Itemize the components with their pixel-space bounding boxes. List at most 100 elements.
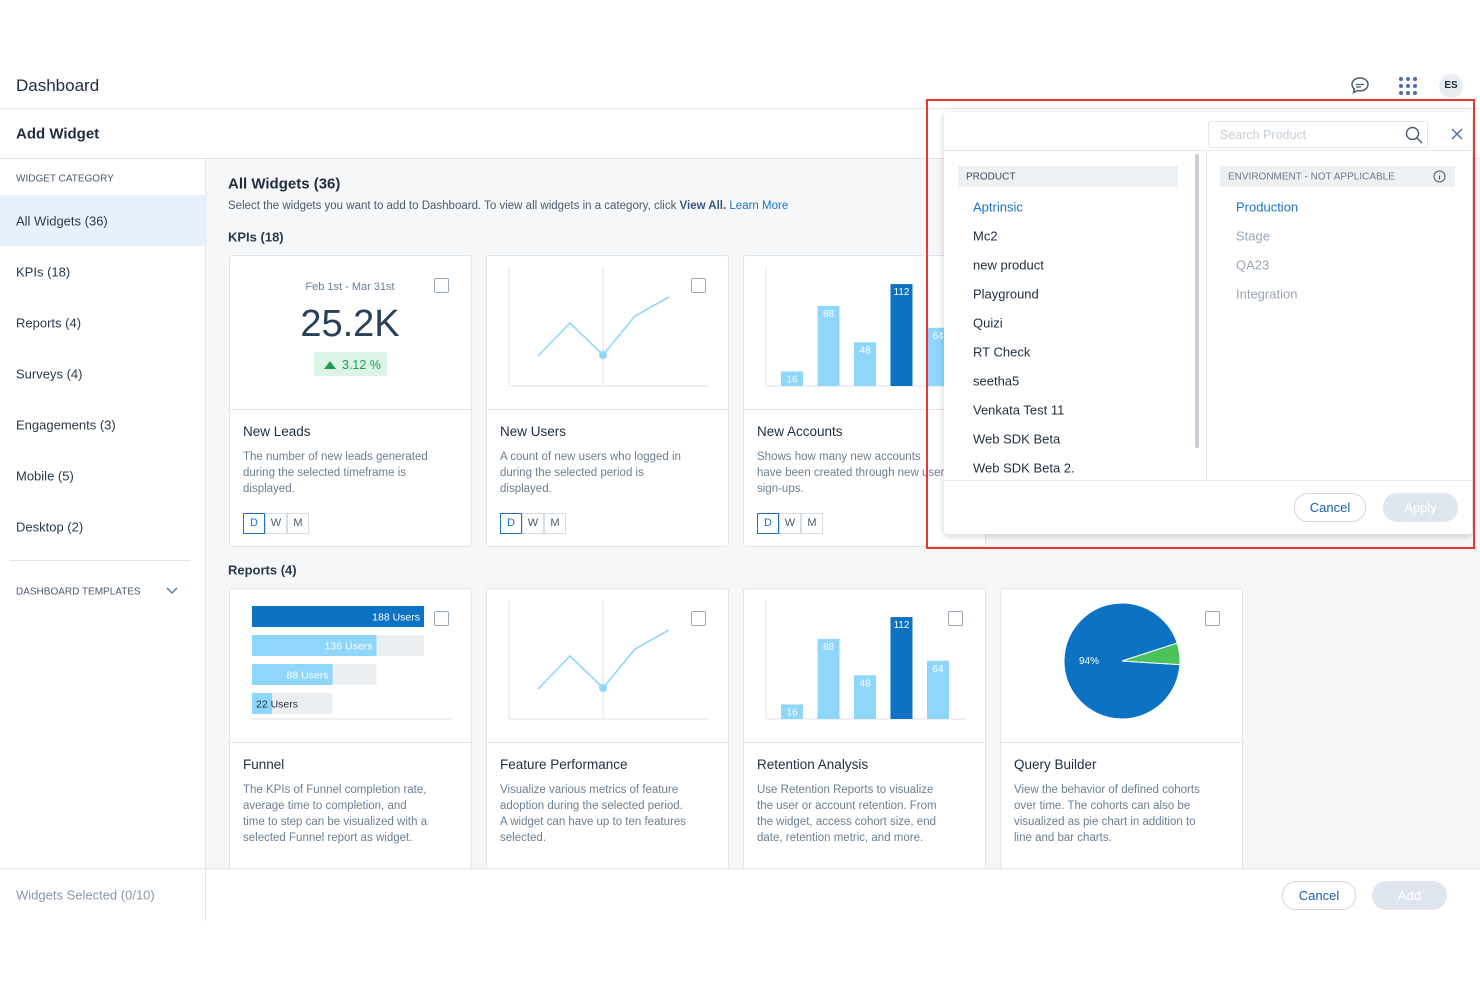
checkbox[interactable] — [434, 611, 449, 626]
period-toggle[interactable]: W — [522, 513, 544, 534]
funnel-bar — [252, 693, 273, 714]
widget-card[interactable]: 94% Query Builder View the behavior of def… — [1000, 588, 1243, 868]
card-description: Use Retention Reports to visualize the u… — [757, 784, 937, 844]
add-button[interactable]: Add — [1372, 881, 1447, 910]
environment-list: ENVIRONMENT - NOT APPLICABLE Production S… — [1220, 166, 1455, 366]
product-option[interactable]: new product — [973, 257, 1044, 273]
dropdown-apply[interactable]: Apply — [1383, 493, 1458, 522]
widget-card[interactable]: 16 88 48 112 64 Retention Analysis Use Retenti… — [743, 588, 986, 868]
info-icon[interactable] — [1433, 170, 1446, 183]
subheader-title: Add Widget — [16, 125, 100, 143]
category-item[interactable]: All Widgets (36) — [16, 213, 108, 229]
card-preview: 94% — [1001, 589, 1242, 743]
bar — [781, 371, 803, 386]
active-bg — [0, 195, 205, 246]
scrollbar[interactable] — [1195, 154, 1199, 448]
environment-option[interactable]: QA23 — [1236, 257, 1270, 273]
product-option[interactable]: RT Check — [973, 344, 1031, 360]
product-option[interactable]: seetha5 — [973, 373, 1020, 389]
cancel-button[interactable]: Cancel — [1282, 881, 1356, 910]
product-option[interactable]: Web SDK Beta 2. — [973, 460, 1075, 476]
highlight-box — [926, 99, 1475, 549]
widget-card[interactable]: New Users A count of new users who logged… — [486, 255, 729, 547]
product-option[interactable]: Playground — [973, 286, 1039, 302]
bar-label: 16 — [786, 707, 798, 718]
chevron — [166, 587, 178, 594]
templates-toggle[interactable]: DASHBOARD TEMPLATES — [16, 586, 141, 598]
category-item[interactable]: Desktop (2) — [16, 519, 84, 535]
category-item[interactable]: KPIs (18) — [16, 264, 71, 280]
point — [599, 684, 607, 692]
checkbox[interactable] — [691, 611, 706, 626]
widget-card[interactable]: Feature Performance Visualize various met… — [486, 588, 729, 868]
chat-lines — [1356, 83, 1364, 88]
bar — [927, 327, 949, 386]
environment-option[interactable]: Integration — [1236, 286, 1298, 302]
apps-icon[interactable] — [1396, 74, 1420, 98]
card-description: View the behavior of defined cohorts ove… — [1014, 784, 1200, 844]
card-preview — [487, 589, 728, 743]
env-heading: ENVIRONMENT - NOT APPLICABLE — [1228, 171, 1395, 183]
product-option[interactable]: Web SDK Beta — [973, 431, 1061, 447]
bar-label: 88 — [823, 642, 835, 653]
product-option[interactable]: Venkata Test 11 — [973, 402, 1065, 418]
avatar[interactable]: ES — [1439, 74, 1463, 98]
period-toggle[interactable]: D — [243, 513, 265, 534]
divider — [944, 480, 1472, 481]
category-item[interactable]: Reports (4) — [16, 315, 82, 331]
product-option[interactable]: Quizi — [973, 315, 1003, 331]
card-title: New Users — [500, 424, 567, 439]
period-toggle[interactable]: W — [779, 513, 801, 534]
environment-option[interactable]: Stage — [1236, 228, 1270, 244]
chat-icon[interactable] — [1348, 74, 1372, 98]
period-toggle[interactable]: W — [265, 513, 287, 534]
period-toggle[interactable]: M — [801, 513, 823, 534]
product-list: PRODUCT Aptrinsic Mc2 new product Playgroun… — [958, 166, 1178, 476]
card-preview: 16 88 48 112 64 — [744, 589, 985, 743]
apps-dots — [1399, 77, 1417, 95]
bar-label: 88 — [823, 309, 835, 320]
learn-more-link[interactable]: Learn More — [729, 200, 789, 212]
period-toggle[interactable]: D — [500, 513, 522, 534]
pie-slice — [1121, 642, 1181, 666]
product-option[interactable]: Mc2 — [973, 228, 998, 244]
card-preview: 188 Users 136 Users 88 Users 22 Users — [230, 589, 471, 743]
section-title: KPIs (18) — [228, 229, 284, 245]
category-item[interactable]: Surveys (4) — [16, 366, 83, 382]
divider — [0, 158, 1480, 159]
bar-label: 64 — [932, 331, 944, 342]
environment-option[interactable]: Production — [1236, 199, 1299, 215]
bar — [854, 675, 876, 719]
period-toggle[interactable]: D — [757, 513, 779, 534]
period-toggle[interactable]: M — [287, 513, 309, 534]
category-item[interactable]: Mobile (5) — [16, 468, 74, 484]
search-box[interactable]: Search Product — [1208, 121, 1428, 148]
funnel-track — [252, 693, 333, 714]
category-item[interactable]: Engagements (3) — [16, 417, 116, 433]
kpi-change: 3.12 % — [342, 358, 381, 372]
bar-label: 112 — [894, 287, 910, 298]
bar-label: 112 — [894, 620, 910, 631]
checkbox[interactable] — [434, 278, 449, 293]
view-all-link[interactable]: View All. — [679, 200, 727, 212]
checkbox[interactable] — [948, 611, 963, 626]
widget-card[interactable]: Feb 1st - Mar 31st 25.2K 3.12 % New Leads Th… — [229, 255, 472, 547]
checkbox[interactable] — [1205, 611, 1220, 626]
widget-card[interactable]: 188 Users 136 Users 88 Users 22 Users Funnel… — [229, 588, 472, 868]
bar — [927, 660, 949, 719]
checkbox[interactable] — [691, 278, 706, 293]
product-option[interactable]: Aptrinsic — [973, 199, 1023, 215]
period-toggle[interactable]: M — [544, 513, 566, 534]
divider — [0, 108, 1480, 109]
bar — [817, 305, 840, 386]
intro: Select the widgets you want to add to Da… — [228, 200, 788, 212]
card-description: The number of new leads generated during… — [243, 451, 428, 495]
close-icon[interactable] — [1450, 127, 1464, 141]
preview-chart: 16 88 48 112 64 — [765, 268, 966, 387]
funnel-label: 188 Users — [372, 612, 420, 624]
funnel-bar — [252, 635, 377, 656]
card-preview — [487, 256, 728, 410]
search-icon — [1405, 126, 1423, 144]
dropdown-cancel[interactable]: Cancel — [1294, 493, 1366, 522]
